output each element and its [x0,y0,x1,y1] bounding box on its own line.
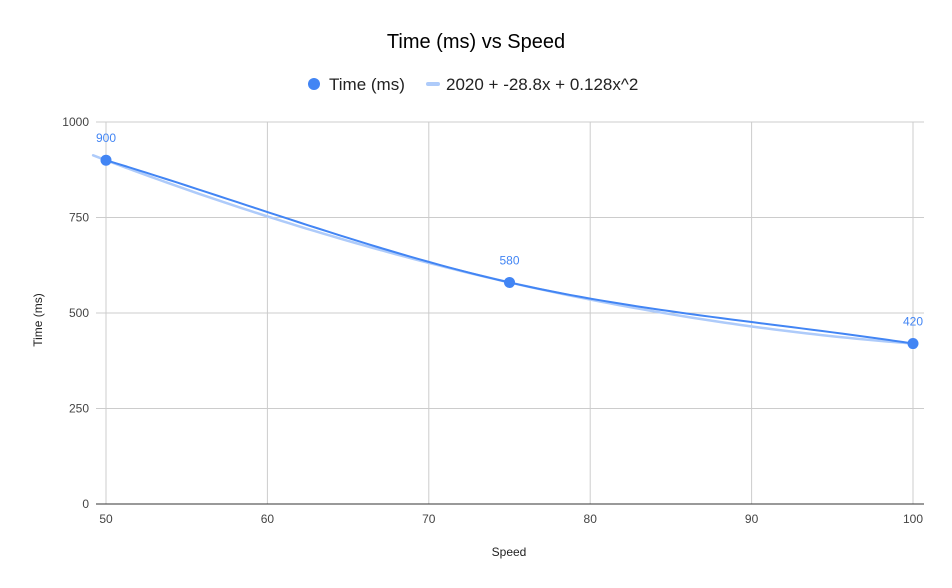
axis-ticks: 0 250 500 750 1000 50 60 70 80 90 100 [62,115,923,526]
y-tick-label: 750 [69,211,89,225]
data-label: 420 [903,315,923,329]
y-tick-label: 250 [69,402,89,416]
x-tick-label: 50 [99,512,113,526]
series-line-time [105,159,914,345]
trendline-path [91,154,915,345]
legend-marker-time [308,78,320,90]
y-axis-label: Time (ms) [31,293,45,347]
data-point [504,276,515,288]
data-labels: 900 580 420 [96,131,923,328]
trendline [91,154,915,345]
series-time [100,154,919,350]
x-tick-label: 100 [903,512,923,526]
y-tick-label: 0 [82,497,89,511]
legend-label-time: Time (ms) [329,75,405,94]
x-axis-label: Speed [492,545,527,559]
data-label: 900 [96,131,116,145]
x-tick-label: 90 [745,512,759,526]
data-label: 580 [499,253,519,267]
legend-label-trendline: 2020 + -28.8x + 0.128x^2 [446,75,638,94]
data-point [907,338,919,350]
gridlines [96,121,924,505]
legend: Time (ms) 2020 + -28.8x + 0.128x^2 [308,75,638,94]
data-point [100,154,112,166]
x-tick-label: 70 [422,512,436,526]
x-tick-label: 60 [261,512,275,526]
legend-marker-trendline [426,82,440,86]
x-tick-label: 80 [584,512,598,526]
chart-title: Time (ms) vs Speed [387,31,565,53]
y-tick-label: 1000 [62,115,89,129]
y-tick-label: 500 [69,306,89,320]
